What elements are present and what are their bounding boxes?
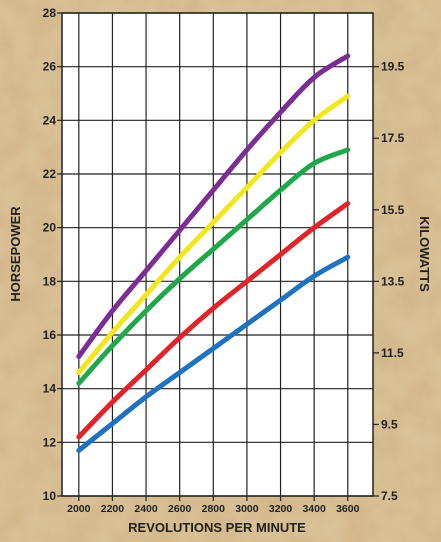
x-tick-label: 3600: [336, 503, 360, 515]
y2-axis-ticks: 7.5 9.5 11.5 13.5 15.5 17.5 19.5: [373, 60, 405, 503]
series-line-3: [76, 147, 351, 386]
x-tick-label: 2600: [168, 503, 192, 515]
y-axis-title: HORSEPOWER: [8, 206, 23, 302]
y2-tick-label: 13.5: [381, 274, 405, 288]
y-tick-label: 24: [43, 113, 57, 127]
x-tick-label: 2400: [134, 503, 158, 515]
y2-tick-label: 19.5: [381, 60, 405, 74]
plot-frame: [61, 12, 374, 497]
x-tick-label: 3000: [235, 503, 259, 515]
y2-tick-label: 17.5: [381, 131, 405, 145]
y2-tick-label: 7.5: [381, 489, 398, 503]
y-tick-label: 10: [43, 489, 57, 503]
y2-tick-label: 15.5: [381, 203, 405, 217]
x-tick-label: 2000: [67, 503, 91, 515]
x-tick-label: 2800: [202, 503, 226, 515]
y2-tick-label: 11.5: [381, 346, 404, 360]
y-tick-label: 16: [43, 328, 57, 342]
y2-tick-label: 9.5: [381, 417, 398, 431]
y-tick-label: 18: [43, 274, 57, 288]
y-tick-label: 28: [43, 6, 57, 20]
y-tick-label: 26: [43, 60, 57, 74]
series-line-5: [76, 254, 351, 453]
y-axis-ticks: 10 12 14 16 18 20 22 24 26 28: [43, 6, 62, 503]
y2-axis-title: KILOWATTS: [417, 216, 432, 292]
series-layer: [76, 53, 351, 453]
series-line-1: [76, 53, 351, 359]
x-tick-label: 3200: [269, 503, 293, 515]
x-axis-title: REVOLUTIONS PER MINUTE: [128, 520, 306, 535]
x-tick-label: 2200: [101, 503, 125, 515]
y-tick-label: 20: [43, 221, 57, 235]
x-axis-ticks: 2000 2200 2400 2600 2800 3000 3200 3400 3600: [67, 496, 360, 515]
y-tick-label: 14: [43, 382, 57, 396]
plot-area: [62, 13, 373, 496]
series-line-4: [76, 201, 351, 440]
y-tick-label: 12: [43, 435, 57, 449]
x-tick-label: 3400: [302, 503, 326, 515]
y-tick-label: 22: [43, 167, 57, 181]
series-line-2: [76, 93, 351, 376]
